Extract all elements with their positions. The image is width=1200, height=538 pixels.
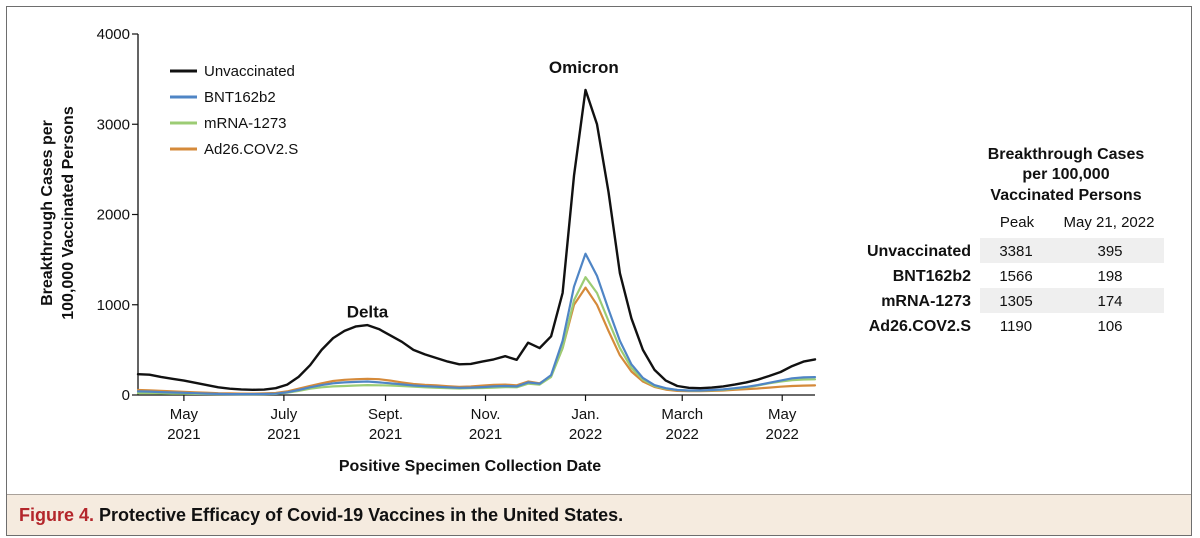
- table-row-label: Unvaccinated: [867, 243, 971, 260]
- x-tick-label-year: 2021: [167, 426, 200, 443]
- table-col-peak: Peak: [1000, 214, 1035, 231]
- x-tick-label-month: Jan.: [571, 406, 599, 423]
- y-tick-label: 2000: [97, 207, 130, 224]
- x-tick-label-year: 2022: [666, 426, 699, 443]
- legend-label: mRNA-1273: [204, 115, 287, 132]
- table-cell-may21: 174: [1097, 293, 1122, 310]
- x-axis-title: Positive Specimen Collection Date: [339, 458, 601, 475]
- table-row-shade: [980, 238, 1164, 263]
- series-lines: [136, 88, 817, 396]
- y-tick-label: 0: [122, 387, 130, 404]
- x-tick-label-year: 2022: [569, 426, 602, 443]
- x-tick-label-month: March: [661, 406, 703, 423]
- y-tick-label: 4000: [97, 26, 130, 43]
- series-line-bnt162b2: [136, 252, 817, 396]
- x-tick-label-month: May: [768, 406, 797, 423]
- table-cell-may21: 106: [1097, 318, 1122, 335]
- breakthrough-cases-chart: 0 1000 2000 3000 4000 May 2021 July 2021 Sept. 20…: [39, 26, 1164, 475]
- legend-label: BNT162b2: [204, 89, 276, 106]
- table-cell-peak: 1305: [999, 293, 1032, 310]
- table-title-line-2: per 100,000: [1022, 166, 1109, 183]
- annotations: Delta Omicron: [347, 58, 619, 322]
- table-col-may21: May 21, 2022: [1064, 214, 1155, 231]
- y-axis-title-line-1: Breakthrough Cases per: [39, 120, 56, 306]
- figure-caption: Figure 4. Protective Efficacy of Covid-1…: [7, 494, 1191, 535]
- table-row-shade: [980, 288, 1164, 313]
- x-tick-label-year: 2021: [469, 426, 502, 443]
- x-tick-label-year: 2021: [369, 426, 402, 443]
- series-line-ad26-cov2-s: [136, 286, 817, 395]
- y-axis-title: Breakthrough Cases per 100,000 Vaccinate…: [39, 106, 77, 320]
- annotation-delta: Delta: [347, 302, 389, 321]
- figure-frame: 0 1000 2000 3000 4000 May 2021 July 2021 Sept. 20…: [6, 6, 1192, 536]
- table-row-label: BNT162b2: [893, 268, 971, 285]
- figure-title: Protective Efficacy of Covid-19 Vaccines…: [99, 504, 624, 525]
- legend-label: Ad26.COV2.S: [204, 141, 298, 158]
- series-line-mrna-1273: [136, 276, 817, 396]
- y-axis-title-line-2: 100,000 Vaccinated Persons: [60, 106, 77, 320]
- legend-label: Unvaccinated: [204, 63, 295, 80]
- summary-table: Breakthrough Cases per 100,000 Vaccinate…: [867, 146, 1164, 335]
- x-ticks: May 2021 July 2021 Sept. 2021 Nov. 2021 Jan. 2022…: [167, 395, 799, 443]
- table-cell-may21: 198: [1097, 268, 1122, 285]
- table-row-label: mRNA-1273: [881, 293, 971, 310]
- x-tick-label-month: Nov.: [471, 406, 501, 423]
- table-rows: Unvaccinated 3381 395 BNT162b2 1566 198 mRNA-1…: [867, 238, 1164, 335]
- legend: Unvaccinated BNT162b2 mRNA-1273 Ad26.COV2.S: [170, 63, 298, 158]
- table-cell-may21: 395: [1097, 243, 1122, 260]
- table-cell-peak: 3381: [999, 243, 1032, 260]
- table-title-line-1: Breakthrough Cases: [988, 146, 1145, 163]
- table-row-label: Ad26.COV2.S: [869, 318, 972, 335]
- figure-number: Figure 4.: [19, 504, 95, 525]
- series-line-unvaccinated: [136, 88, 817, 391]
- table-title-line-3: Vaccinated Persons: [990, 187, 1141, 204]
- x-tick-label-year: 2021: [267, 426, 300, 443]
- x-tick-label-year: 2022: [766, 426, 799, 443]
- y-ticks: 0 1000 2000 3000 4000: [97, 26, 138, 404]
- table-cell-peak: 1566: [999, 268, 1032, 285]
- y-tick-label: 1000: [97, 297, 130, 314]
- x-tick-label-month: July: [271, 406, 298, 423]
- x-tick-label-month: May: [170, 406, 199, 423]
- x-tick-label-month: Sept.: [368, 406, 403, 423]
- y-tick-label: 3000: [97, 116, 130, 133]
- table-cell-peak: 1190: [1000, 318, 1032, 335]
- annotation-omicron: Omicron: [549, 58, 619, 77]
